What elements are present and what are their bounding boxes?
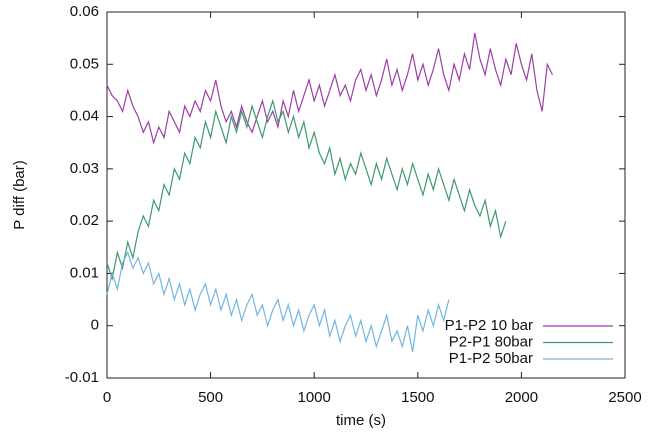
legend-label: P1-P2 50bar — [449, 350, 533, 367]
data-line — [106, 32, 554, 145]
legend-label: P1-P2 10 bar — [445, 317, 533, 334]
y-tick-label: 0 — [91, 317, 99, 334]
plot-frame — [106, 11, 626, 379]
y-tick-label: 0.03 — [70, 160, 99, 177]
y-tick-label: 0.06 — [70, 3, 99, 20]
data-line — [106, 98, 507, 282]
x-tick-label: 1500 — [401, 389, 434, 406]
x-tick-label: 2500 — [608, 389, 641, 406]
y-tick-label: 0.04 — [70, 108, 99, 125]
y-tick-label: 0.05 — [70, 55, 99, 72]
y-tick-label: -0.01 — [65, 369, 99, 386]
x-tick-label: 0 — [103, 389, 111, 406]
x-tick-label: 1000 — [298, 389, 331, 406]
x-tick-label: 2000 — [505, 389, 538, 406]
legend-label: P2-P1 80bar — [449, 333, 533, 350]
x-tick-label: 500 — [198, 389, 223, 406]
y-tick-label: 0.02 — [70, 212, 99, 229]
data-line — [106, 250, 450, 352]
x-axis-label: time (s) — [336, 412, 386, 429]
y-tick-label: 0.01 — [70, 264, 99, 281]
y-axis-label: P diff (bar) — [11, 160, 28, 229]
